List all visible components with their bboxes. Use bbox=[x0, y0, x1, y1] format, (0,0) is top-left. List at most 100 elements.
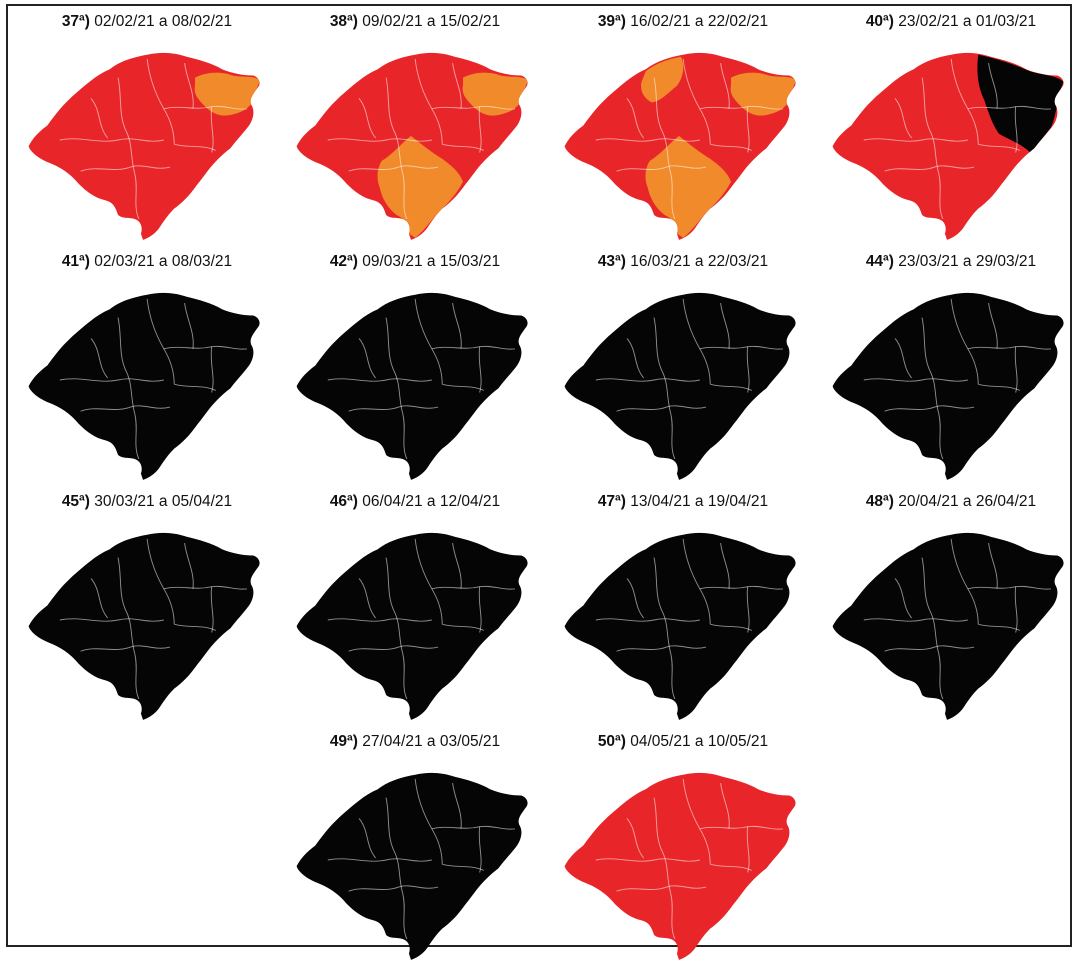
week-number: 38ª) bbox=[329, 13, 358, 30]
week-date-range: 13/04/21 a 19/04/21 bbox=[625, 493, 769, 510]
state-territory bbox=[564, 772, 796, 960]
week-panel-50: 50ª) 04/05/21 a 10/05/21 bbox=[554, 732, 812, 966]
week-number: 44ª) bbox=[865, 253, 894, 270]
state-territory bbox=[28, 532, 260, 720]
week-number: 50ª) bbox=[597, 733, 626, 750]
state-map bbox=[286, 756, 536, 964]
week-caption: 45ª) 30/03/21 a 05/04/21 bbox=[18, 492, 276, 512]
lagoon-water bbox=[711, 868, 773, 942]
flag-region-orange bbox=[641, 56, 684, 103]
week-caption: 50ª) 04/05/21 a 10/05/21 bbox=[554, 732, 812, 752]
week-date-range: 23/03/21 a 29/03/21 bbox=[893, 253, 1037, 270]
week-number: 39ª) bbox=[597, 13, 626, 30]
region-boundaries bbox=[863, 538, 1052, 700]
week-number: 42ª) bbox=[329, 253, 358, 270]
week-panel-49: 49ª) 27/04/21 a 03/05/21 bbox=[286, 732, 544, 966]
state-map bbox=[554, 756, 804, 964]
state-territory bbox=[564, 292, 796, 480]
region-boundaries bbox=[595, 58, 784, 220]
lagoon-water bbox=[443, 148, 505, 222]
region-boundaries bbox=[59, 58, 248, 220]
week-date-range: 02/03/21 a 08/03/21 bbox=[89, 253, 233, 270]
week-number: 48ª) bbox=[865, 493, 894, 510]
week-caption: 48ª) 20/04/21 a 26/04/21 bbox=[822, 492, 1078, 512]
week-panel-38: 38ª) 09/02/21 a 15/02/21 bbox=[286, 12, 544, 246]
flag-region-orange bbox=[645, 135, 731, 238]
week-date-range: 16/02/21 a 22/02/21 bbox=[625, 13, 769, 30]
week-caption: 37ª) 02/02/21 a 08/02/21 bbox=[18, 12, 276, 32]
week-date-range: 23/02/21 a 01/03/21 bbox=[893, 13, 1037, 30]
lagoon-water bbox=[979, 148, 1041, 222]
region-boundaries bbox=[595, 778, 784, 940]
state-territory bbox=[832, 532, 1064, 720]
flag-region-orange bbox=[730, 72, 796, 116]
week-date-range: 09/03/21 a 15/03/21 bbox=[357, 253, 501, 270]
week-panel-44: 44ª) 23/03/21 a 29/03/21 bbox=[822, 252, 1078, 486]
state-map bbox=[822, 36, 1072, 244]
week-number: 47ª) bbox=[597, 493, 626, 510]
state-map bbox=[554, 516, 804, 724]
week-panel-42: 42ª) 09/03/21 a 15/03/21 bbox=[286, 252, 544, 486]
week-date-range: 27/04/21 a 03/05/21 bbox=[357, 733, 501, 750]
week-panel-48: 48ª) 20/04/21 a 26/04/21 bbox=[822, 492, 1078, 726]
week-caption: 44ª) 23/03/21 a 29/03/21 bbox=[822, 252, 1078, 272]
week-caption: 49ª) 27/04/21 a 03/05/21 bbox=[286, 732, 544, 752]
week-date-range: 09/02/21 a 15/02/21 bbox=[357, 13, 501, 30]
week-caption: 42ª) 09/03/21 a 15/03/21 bbox=[286, 252, 544, 272]
week-caption: 40ª) 23/02/21 a 01/03/21 bbox=[822, 12, 1078, 32]
week-date-range: 16/03/21 a 22/03/21 bbox=[625, 253, 769, 270]
week-caption: 47ª) 13/04/21 a 19/04/21 bbox=[554, 492, 812, 512]
week-panel-41: 41ª) 02/03/21 a 08/03/21 bbox=[18, 252, 276, 486]
week-caption: 43ª) 16/03/21 a 22/03/21 bbox=[554, 252, 812, 272]
lagoon-water bbox=[711, 148, 773, 222]
week-number: 45ª) bbox=[61, 493, 90, 510]
region-boundaries bbox=[595, 298, 784, 460]
lagoon-water bbox=[175, 148, 237, 222]
flag-region-orange bbox=[194, 72, 260, 116]
state-map bbox=[286, 516, 536, 724]
lagoon-water bbox=[443, 868, 505, 942]
week-date-range: 06/04/21 a 12/04/21 bbox=[357, 493, 501, 510]
state-territory bbox=[564, 532, 796, 720]
state-map bbox=[18, 276, 268, 484]
week-panel-46: 46ª) 06/04/21 a 12/04/21 bbox=[286, 492, 544, 726]
state-map bbox=[18, 36, 268, 244]
state-map bbox=[554, 36, 804, 244]
state-map bbox=[822, 276, 1072, 484]
week-caption: 46ª) 06/04/21 a 12/04/21 bbox=[286, 492, 544, 512]
region-boundaries bbox=[863, 298, 1052, 460]
state-territory bbox=[832, 292, 1064, 480]
week-panel-39: 39ª) 16/02/21 a 22/02/21 bbox=[554, 12, 812, 246]
week-panel-37: 37ª) 02/02/21 a 08/02/21 bbox=[18, 12, 276, 246]
week-panel-47: 47ª) 13/04/21 a 19/04/21 bbox=[554, 492, 812, 726]
week-number: 40ª) bbox=[865, 13, 894, 30]
week-caption: 38ª) 09/02/21 a 15/02/21 bbox=[286, 12, 544, 32]
week-number: 41ª) bbox=[61, 253, 90, 270]
state-map bbox=[286, 276, 536, 484]
state-territory bbox=[28, 292, 260, 480]
region-boundaries bbox=[595, 538, 784, 700]
state-map bbox=[822, 516, 1072, 724]
lagoon-water bbox=[979, 388, 1041, 462]
region-boundaries bbox=[863, 58, 1052, 220]
region-boundaries bbox=[327, 298, 516, 460]
lagoon-water bbox=[443, 388, 505, 462]
state-territory bbox=[296, 532, 528, 720]
week-caption: 41ª) 02/03/21 a 08/03/21 bbox=[18, 252, 276, 272]
lagoon-water bbox=[175, 628, 237, 702]
region-boundaries bbox=[327, 58, 516, 220]
week-panel-45: 45ª) 30/03/21 a 05/04/21 bbox=[18, 492, 276, 726]
region-boundaries bbox=[327, 538, 516, 700]
state-map bbox=[286, 36, 536, 244]
week-panel-40: 40ª) 23/02/21 a 01/03/21 bbox=[822, 12, 1078, 246]
lagoon-water bbox=[443, 628, 505, 702]
week-date-range: 30/03/21 a 05/04/21 bbox=[89, 493, 233, 510]
week-date-range: 04/05/21 a 10/05/21 bbox=[625, 733, 769, 750]
state-territory bbox=[296, 292, 528, 480]
lagoon-water bbox=[711, 388, 773, 462]
week-number: 46ª) bbox=[329, 493, 358, 510]
flag-region-orange bbox=[377, 135, 463, 238]
week-date-range: 02/02/21 a 08/02/21 bbox=[89, 13, 233, 30]
region-boundaries bbox=[327, 778, 516, 940]
state-map bbox=[554, 276, 804, 484]
